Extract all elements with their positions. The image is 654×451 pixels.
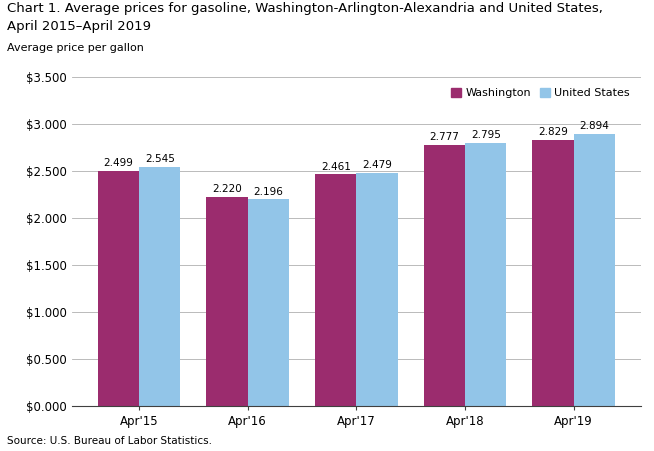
- Text: Average price per gallon: Average price per gallon: [7, 43, 143, 53]
- Text: Chart 1. Average prices for gasoline, Washington-Arlington-Alexandria and United: Chart 1. Average prices for gasoline, Wa…: [7, 2, 602, 15]
- Bar: [248, 199, 289, 406]
- Text: 2.196: 2.196: [254, 187, 283, 197]
- Bar: [574, 133, 615, 406]
- Bar: [315, 175, 356, 406]
- Bar: [207, 197, 248, 406]
- Text: 2.795: 2.795: [471, 130, 501, 140]
- Text: 2.894: 2.894: [579, 121, 610, 131]
- Text: 2.499: 2.499: [103, 158, 133, 168]
- Text: 2.777: 2.777: [430, 132, 459, 142]
- Text: 2.220: 2.220: [213, 184, 242, 194]
- Text: April 2015–April 2019: April 2015–April 2019: [7, 20, 150, 33]
- Text: 2.545: 2.545: [145, 154, 175, 164]
- Bar: [532, 140, 574, 406]
- Legend: Washington, United States: Washington, United States: [445, 82, 636, 104]
- Text: 2.829: 2.829: [538, 127, 568, 137]
- Text: 2.479: 2.479: [362, 160, 392, 170]
- Bar: [356, 173, 398, 406]
- Bar: [465, 143, 506, 406]
- Bar: [139, 166, 181, 406]
- Text: Source: U.S. Bureau of Labor Statistics.: Source: U.S. Bureau of Labor Statistics.: [7, 437, 211, 446]
- Text: 2.461: 2.461: [321, 161, 351, 171]
- Bar: [98, 171, 139, 406]
- Bar: [424, 145, 465, 406]
